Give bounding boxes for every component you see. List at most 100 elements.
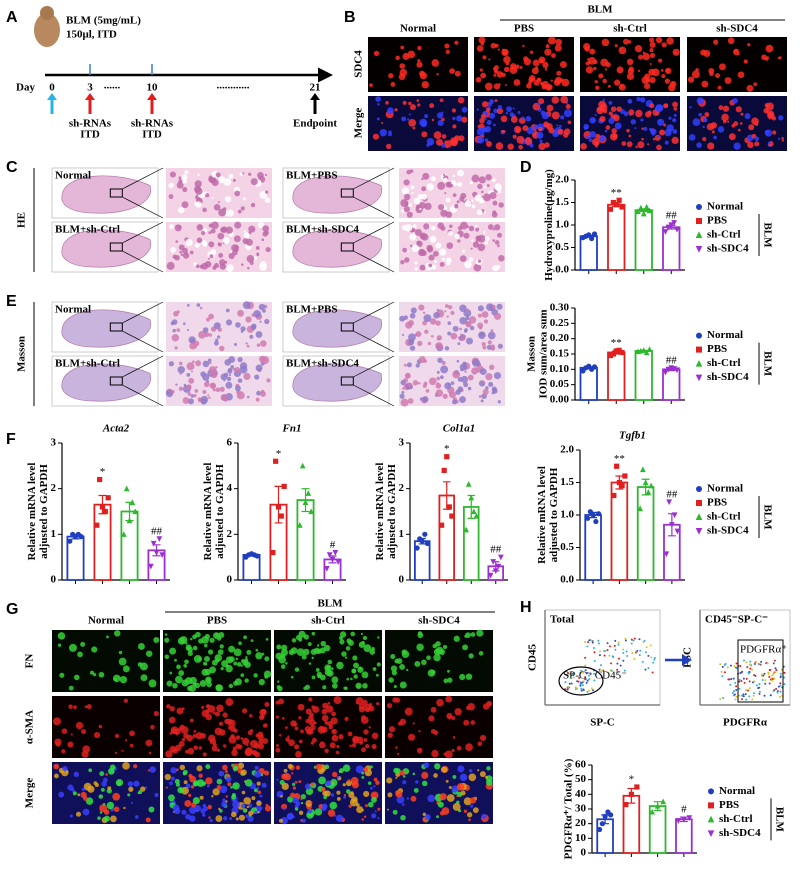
cell bbox=[58, 791, 65, 798]
cell bbox=[481, 190, 484, 194]
cell bbox=[412, 772, 416, 776]
cell bbox=[737, 52, 740, 56]
cell bbox=[330, 793, 335, 797]
cell bbox=[345, 789, 351, 794]
flow-event bbox=[748, 687, 751, 690]
cell bbox=[609, 132, 618, 141]
data-point bbox=[102, 508, 108, 515]
flow-event bbox=[741, 698, 744, 701]
cell bbox=[594, 113, 597, 116]
cell bbox=[172, 682, 178, 689]
cell bbox=[459, 317, 467, 325]
cell bbox=[352, 655, 358, 661]
cell bbox=[189, 815, 196, 822]
cell bbox=[230, 365, 235, 369]
cell bbox=[371, 797, 377, 803]
flow-event bbox=[745, 698, 748, 701]
data-point bbox=[270, 550, 276, 556]
cell bbox=[487, 102, 492, 107]
cell bbox=[253, 786, 256, 789]
cell bbox=[493, 372, 502, 380]
cell bbox=[388, 73, 394, 79]
y-axis-label: adjusted to GAPDH bbox=[214, 464, 226, 559]
cell bbox=[100, 787, 105, 792]
flow-event bbox=[774, 667, 777, 670]
cell bbox=[421, 780, 428, 787]
flow-event bbox=[630, 638, 633, 641]
cell bbox=[322, 685, 327, 690]
flow-event bbox=[589, 672, 592, 675]
cell bbox=[567, 120, 572, 125]
cell bbox=[446, 315, 449, 318]
cell bbox=[490, 42, 497, 49]
cell bbox=[481, 341, 486, 347]
data-point bbox=[674, 367, 680, 374]
cell bbox=[236, 662, 242, 667]
cell bbox=[558, 124, 562, 128]
flow-event bbox=[616, 671, 619, 674]
cell bbox=[222, 798, 226, 802]
cell bbox=[766, 56, 770, 59]
cell bbox=[186, 384, 192, 390]
cell bbox=[437, 801, 444, 808]
cell bbox=[331, 734, 339, 742]
cell bbox=[275, 715, 279, 719]
data-point bbox=[153, 550, 160, 556]
cell bbox=[61, 636, 64, 640]
cell bbox=[242, 708, 248, 714]
cell bbox=[465, 673, 473, 680]
cell bbox=[192, 734, 197, 738]
cell bbox=[212, 388, 216, 392]
cell bbox=[374, 810, 377, 813]
column-label: Normal bbox=[400, 23, 436, 35]
cell bbox=[610, 106, 617, 112]
flow-event bbox=[588, 689, 591, 692]
cell bbox=[476, 136, 485, 144]
cell bbox=[363, 815, 367, 818]
cell bbox=[249, 261, 254, 266]
cell bbox=[215, 172, 221, 178]
cell bbox=[410, 185, 415, 190]
cell bbox=[428, 263, 433, 268]
data-point bbox=[668, 222, 675, 229]
flow-event bbox=[586, 679, 589, 682]
cell bbox=[640, 118, 644, 122]
data-point bbox=[308, 508, 315, 515]
chart-title: Tgfb1 bbox=[619, 430, 646, 442]
data-point bbox=[490, 559, 497, 565]
cell bbox=[407, 398, 414, 404]
cell bbox=[206, 784, 210, 788]
cell bbox=[179, 636, 188, 644]
cell bbox=[114, 751, 118, 754]
chart-title: Fn1 bbox=[282, 423, 302, 435]
cell bbox=[137, 662, 143, 667]
flow-event bbox=[639, 649, 642, 652]
cell bbox=[399, 663, 406, 670]
cell bbox=[416, 747, 423, 754]
data-point bbox=[610, 199, 616, 206]
cell bbox=[208, 396, 211, 400]
cell bbox=[212, 265, 217, 270]
cell bbox=[450, 332, 458, 340]
gate-label: SP-C⁻ CD45⁻ bbox=[563, 670, 627, 682]
data-point bbox=[585, 515, 591, 521]
cell bbox=[459, 673, 466, 681]
flow-event bbox=[634, 651, 637, 654]
cell bbox=[175, 240, 179, 243]
cell bbox=[459, 327, 462, 331]
cell bbox=[256, 390, 261, 396]
flow-event bbox=[776, 691, 779, 694]
cell bbox=[477, 243, 486, 252]
cell bbox=[468, 769, 473, 773]
significance-label: * bbox=[629, 774, 635, 786]
cell bbox=[226, 264, 234, 272]
cell bbox=[228, 645, 236, 653]
flow-event bbox=[733, 693, 736, 696]
flow-event bbox=[587, 641, 590, 644]
cell bbox=[217, 636, 222, 641]
flow-event bbox=[593, 672, 596, 675]
cell bbox=[280, 664, 286, 669]
cell bbox=[408, 333, 416, 342]
cell bbox=[381, 121, 384, 124]
y-tick-label: 0.25 bbox=[550, 317, 570, 329]
